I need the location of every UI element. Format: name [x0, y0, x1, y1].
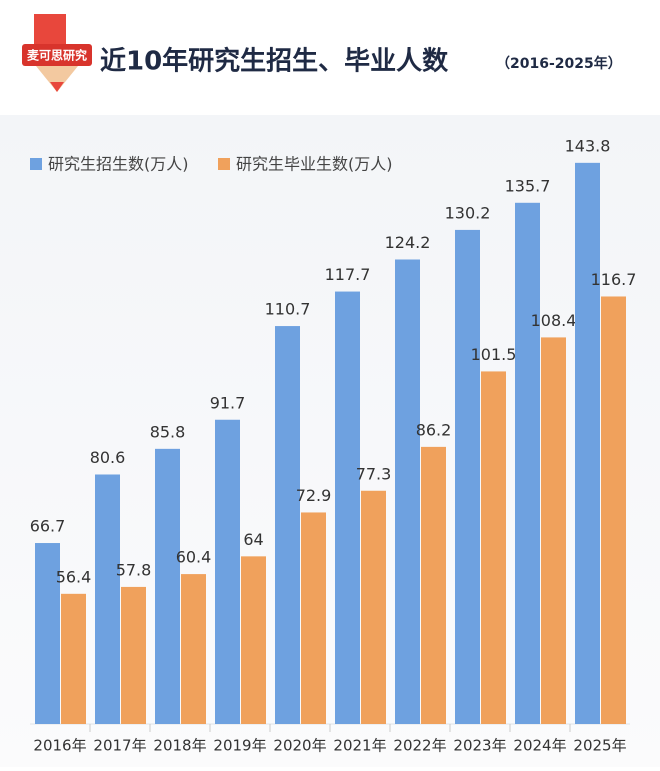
bar — [361, 490, 386, 724]
bar — [155, 448, 180, 724]
x-tick-label: 2022年 — [393, 737, 446, 755]
value-label: 77.3 — [356, 464, 392, 483]
bar — [275, 326, 300, 724]
bar — [481, 371, 506, 724]
brand: 麦可思研究 — [27, 48, 87, 63]
bar — [601, 296, 626, 724]
x-tick-label: 2021年 — [333, 737, 386, 755]
x-tick-label: 2017年 — [93, 737, 146, 755]
x-tick-label: 2024年 — [513, 737, 566, 755]
value-label: 64 — [243, 530, 263, 549]
legend-label: 研究生毕业生数(万人) — [236, 155, 393, 174]
value-label: 80.6 — [90, 448, 126, 467]
bar — [181, 574, 206, 724]
value-label: 124.2 — [385, 233, 431, 252]
bar — [421, 446, 446, 724]
value-label: 66.7 — [30, 517, 66, 536]
value-label: 101.5 — [471, 345, 517, 364]
value-label: 72.9 — [296, 486, 332, 505]
bar — [335, 291, 360, 724]
bar — [455, 229, 480, 724]
value-label: 91.7 — [210, 393, 246, 412]
value-label: 85.8 — [150, 422, 186, 441]
value-label: 57.8 — [116, 560, 152, 579]
plot: 研究生招生数(万人) 研究生毕业生数(万人) 2016年 66.7 56.4 2017年 8… — [30, 136, 637, 754]
legend-swatch — [218, 158, 230, 170]
value-label: 56.4 — [56, 567, 92, 586]
value-label: 117.7 — [325, 265, 371, 284]
bar — [301, 512, 326, 724]
bar — [241, 556, 266, 724]
bar — [395, 259, 420, 724]
x-tick-label: 2020年 — [273, 737, 326, 755]
logo: 麦可思研究 — [22, 14, 92, 92]
bar — [215, 419, 240, 724]
value-label: 110.7 — [265, 300, 311, 319]
bar — [575, 162, 600, 725]
bar — [61, 593, 86, 724]
value-label: 116.7 — [591, 270, 637, 289]
logo-tip — [36, 66, 78, 92]
value-label: 143.8 — [565, 136, 611, 155]
x-tick-label: 2019年 — [213, 737, 266, 755]
title: 近10年研究生招生、毕业人数 — [100, 46, 449, 77]
value-label: 130.2 — [445, 203, 491, 222]
value-label: 60.4 — [176, 548, 212, 567]
x-tick-label: 2016年 — [33, 737, 86, 755]
x-tick-label: 2018年 — [153, 737, 206, 755]
bar — [35, 543, 60, 724]
value-label: 135.7 — [505, 176, 551, 195]
logo-band — [22, 44, 92, 66]
legend-label: 研究生招生数(万人) — [48, 155, 189, 174]
bar — [515, 202, 540, 724]
bar — [541, 337, 566, 724]
subtitle: （2016-2025年） — [496, 55, 622, 72]
x-tick-label: 2025年 — [573, 737, 626, 755]
value-label: 86.2 — [416, 420, 452, 439]
bar — [121, 586, 146, 724]
logo-point — [50, 82, 64, 92]
legend-swatch — [30, 158, 42, 170]
header-bg — [0, 0, 660, 115]
bar — [95, 474, 120, 724]
value-label: 108.4 — [531, 311, 577, 330]
x-tick-label: 2023年 — [453, 737, 506, 755]
